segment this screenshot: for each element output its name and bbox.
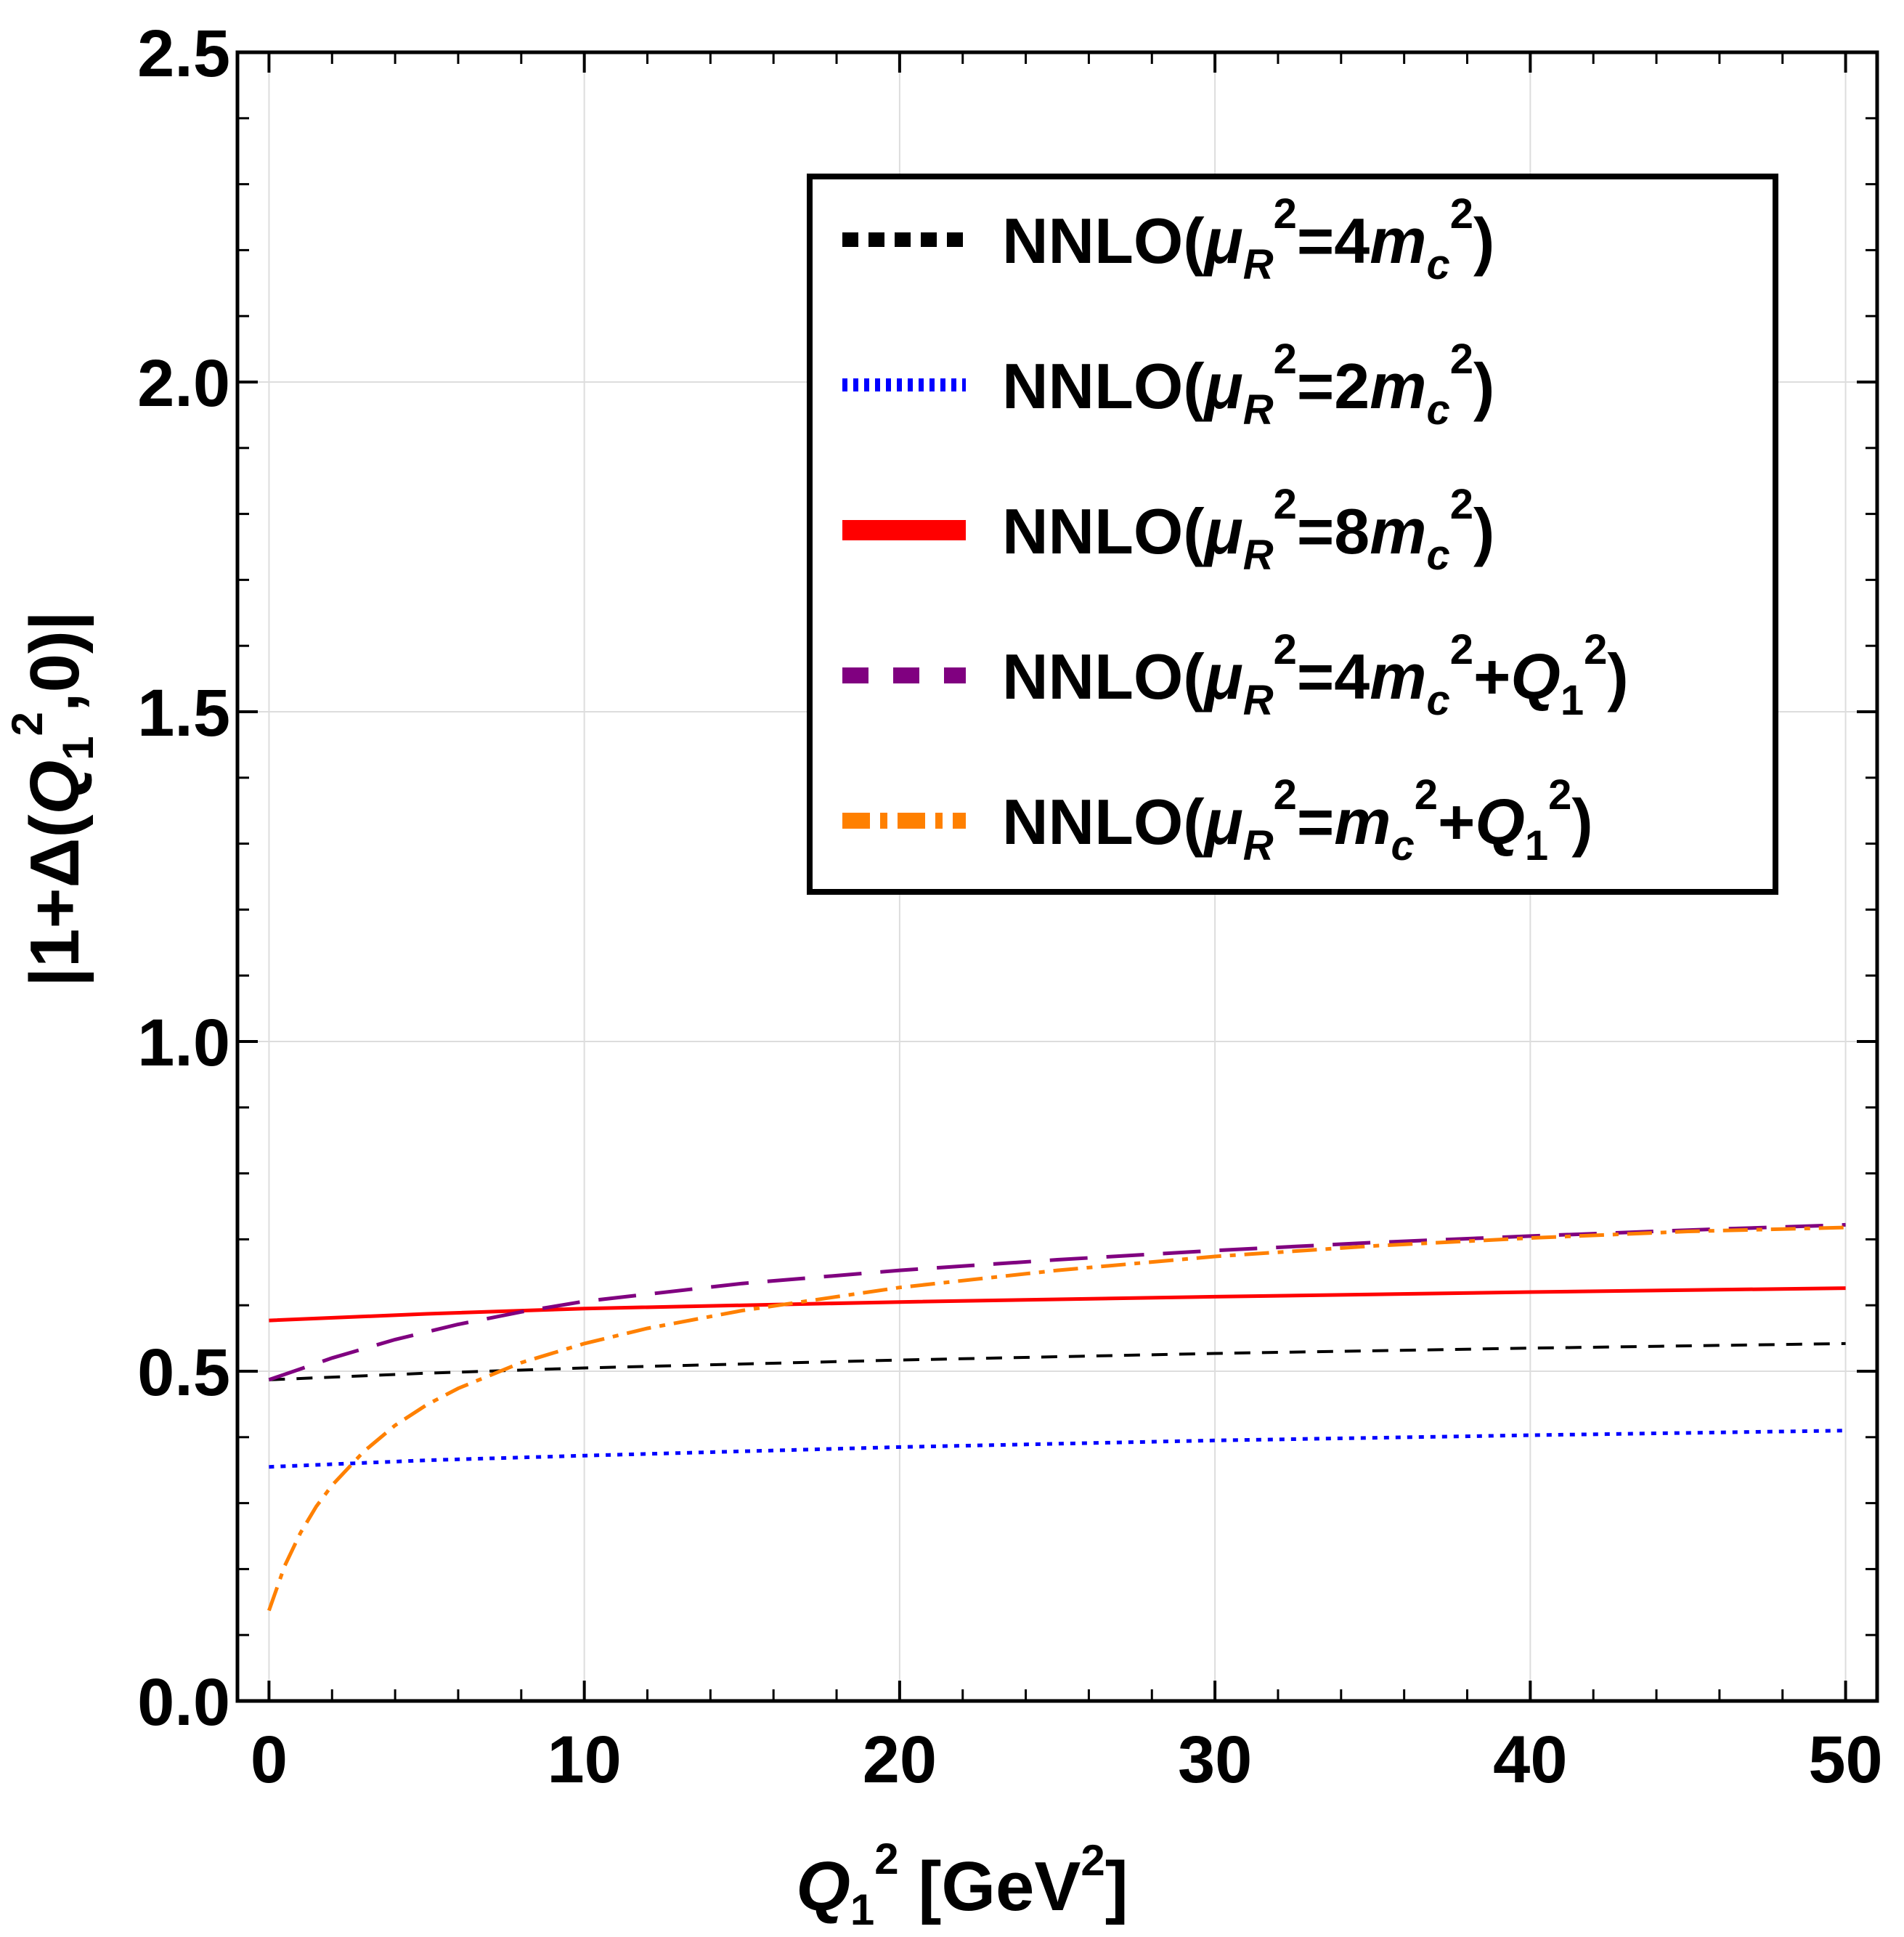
minor-ticks (237, 52, 1877, 1701)
tick-labels: 0 10 20 30 40 50 0.0 0.5 1.0 1.5 2.0 2.5 (137, 17, 1883, 1797)
series-layer (267, 1222, 1846, 1612)
y-tick-label: 1.5 (137, 676, 230, 750)
y-tick-label: 2.5 (137, 17, 230, 91)
x-tick-label: 30 (1178, 1723, 1252, 1797)
y-axis-title: |1+Δ(Q12,0)| (3, 611, 102, 987)
series-line-5 (267, 1225, 1846, 1612)
legend-box (807, 174, 1778, 895)
x-tick-label: 0 (251, 1723, 288, 1797)
y-tick-label: 2.0 (137, 346, 230, 421)
series-line-4 (268, 1222, 1846, 1382)
series-line-2 (269, 1429, 1846, 1469)
x-tick-label: 20 (863, 1723, 937, 1797)
x-tick-label: 50 (1808, 1723, 1882, 1797)
y-tick-label: 0.5 (137, 1336, 230, 1410)
legend-label-3: NNLO(μR2=8mc2) (1002, 481, 1494, 579)
major-ticks (237, 51, 1877, 1702)
legend-label-1: NNLO(μR2=4mc2) (1002, 190, 1494, 288)
series-line-1 (269, 1341, 1846, 1381)
y-tick-label: 1.0 (137, 1006, 230, 1080)
x-axis-title: Q12 [GeV2] (796, 1835, 1128, 1934)
legend-label-5: NNLO(μR2=mc2+Q12) (1002, 771, 1593, 869)
legend-label-4: NNLO(μR2=4mc2+Q12) (1002, 626, 1629, 724)
y-tick-label: 0.0 (137, 1665, 230, 1739)
plot-frame (235, 50, 1879, 1703)
x-tick-label: 40 (1493, 1723, 1567, 1797)
series-line-3 (269, 1286, 1846, 1323)
legend-label-2: NNLO(μR2=2mc2) (1002, 336, 1494, 434)
x-tick-label: 10 (547, 1723, 621, 1797)
legend: NNLO(μR2=4mc2) NNLO(μR2=2mc2) NNLO(μR2=8mc… (807, 174, 1778, 895)
